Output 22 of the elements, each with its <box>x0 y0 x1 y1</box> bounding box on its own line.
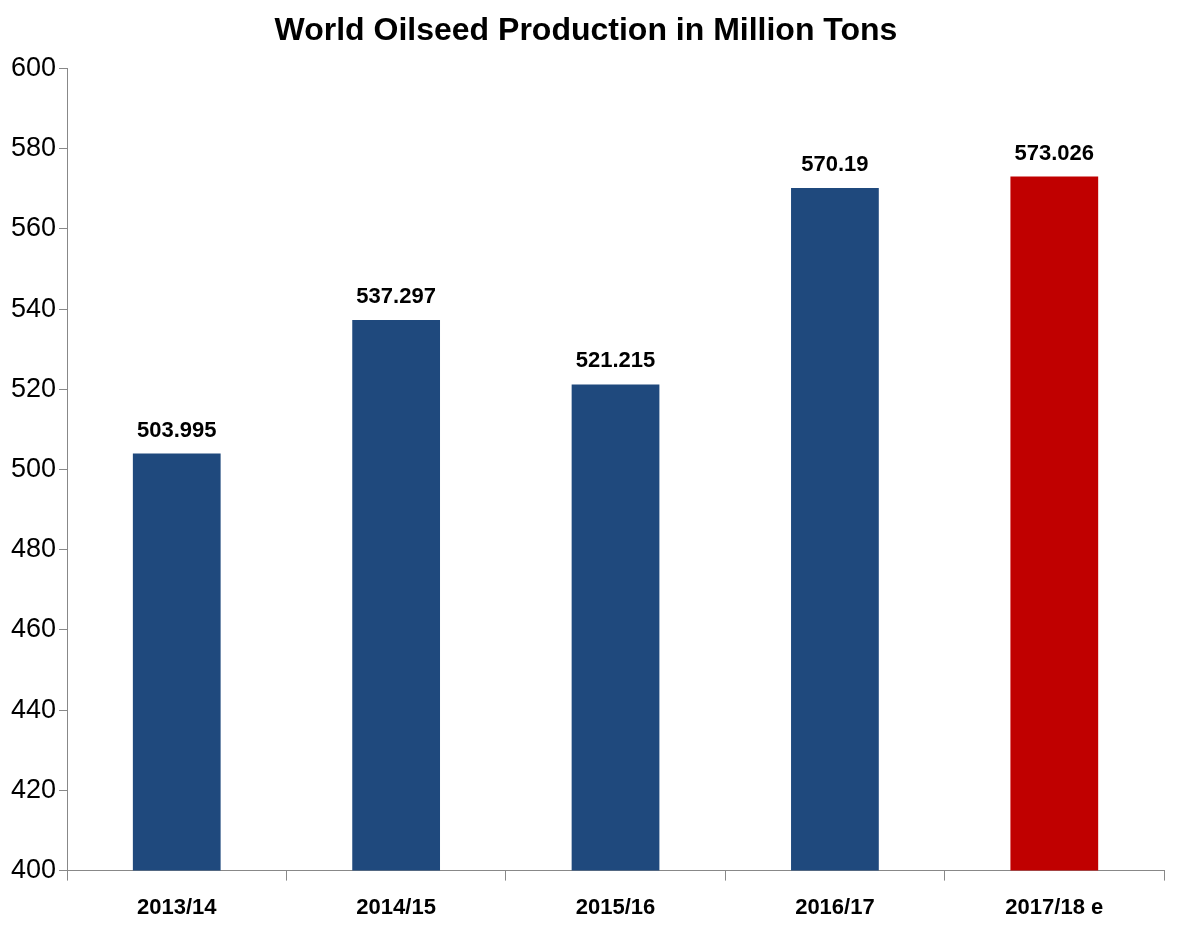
data-label: 573.026 <box>1014 139 1095 165</box>
data-label: 537.297 <box>356 282 436 308</box>
y-tick-label: 600 <box>10 51 57 82</box>
y-tick-label: 400 <box>10 854 57 885</box>
data-label: 503.995 <box>136 416 217 442</box>
y-tick-label: 540 <box>10 292 57 323</box>
y-tick-label: 560 <box>10 212 57 243</box>
x-tick-label: 2013/14 <box>136 893 218 919</box>
x-tick-label: 2015/16 <box>575 893 656 919</box>
data-label: 570.19 <box>801 151 869 177</box>
y-tick-label: 580 <box>10 132 57 163</box>
y-tick-label: 460 <box>10 613 57 644</box>
y-tick-label: 420 <box>10 773 57 804</box>
x-tick-label: 2017/18 e <box>1005 893 1104 919</box>
data-label: 521.215 <box>575 347 656 373</box>
x-tick-label: 2014/15 <box>356 893 436 919</box>
y-tick-label: 500 <box>10 452 57 483</box>
y-tick-label: 480 <box>10 533 57 564</box>
x-tick-label: 2016/17 <box>795 893 875 919</box>
y-tick-label: 440 <box>10 693 57 724</box>
chart-title: World Oilseed Production in Million Tons <box>274 11 898 48</box>
y-tick-label: 520 <box>10 372 57 403</box>
